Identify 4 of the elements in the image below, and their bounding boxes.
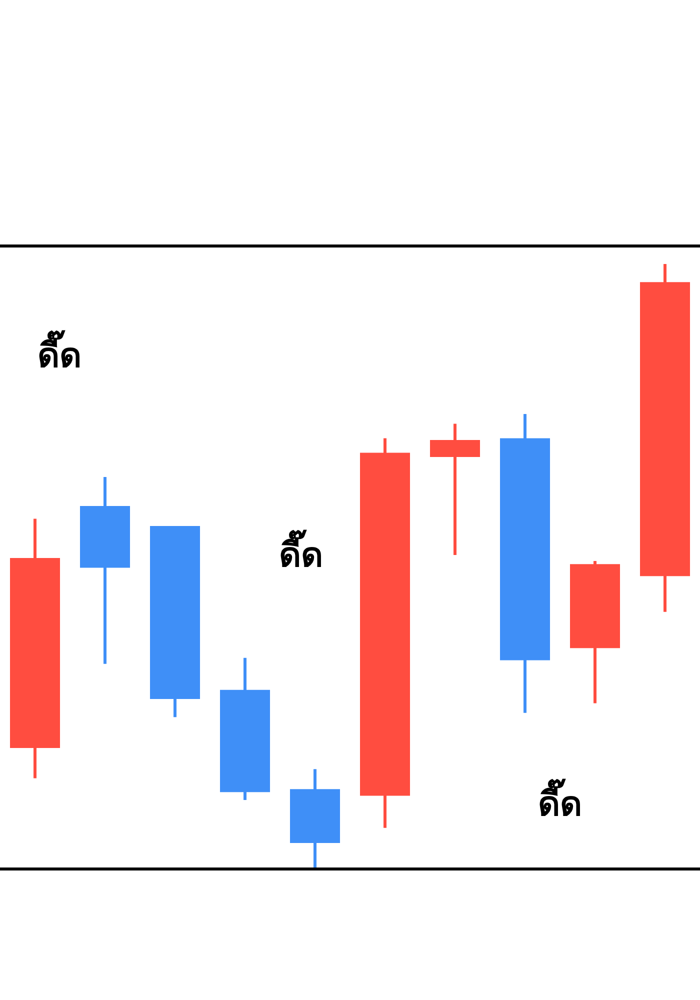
- candlestick: [430, 424, 480, 556]
- annotation: ดี๊ด: [279, 529, 323, 576]
- annotation: ดี๊ด: [38, 330, 82, 376]
- annotation: ดี๊ด: [538, 778, 582, 825]
